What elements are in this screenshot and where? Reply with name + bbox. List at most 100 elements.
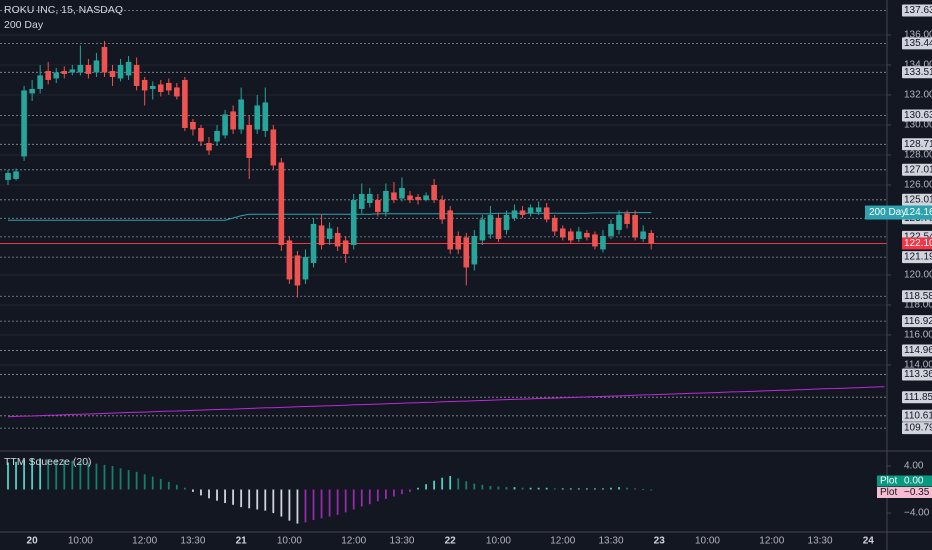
plot-badge-name: Plot — [880, 487, 897, 498]
candle — [117, 58, 124, 82]
candle-body — [559, 228, 566, 238]
histogram-bar — [216, 489, 218, 501]
histogram-bar — [433, 480, 436, 490]
candle — [13, 168, 19, 181]
y-tick-label: 136.00 — [904, 30, 932, 41]
candle — [334, 226, 341, 251]
candle — [326, 222, 333, 245]
candle — [616, 210, 622, 235]
candle-body — [640, 231, 646, 239]
histogram-bar — [610, 487, 612, 490]
y-tick-label: 134.00 — [904, 60, 932, 71]
candle — [85, 58, 92, 79]
y-tick-label: 116.00 — [904, 330, 932, 341]
histogram-bar — [87, 462, 90, 490]
level-label-box — [902, 66, 932, 79]
candle — [608, 219, 614, 239]
histogram-bar — [304, 489, 307, 523]
x-tick-label: 10:00 — [695, 536, 720, 547]
candle — [423, 192, 429, 202]
candle-body — [93, 60, 100, 73]
histogram-bar — [642, 488, 645, 490]
candle-body — [45, 70, 51, 80]
level-label-box — [902, 368, 932, 381]
candle — [471, 229, 478, 271]
candle-body — [149, 85, 156, 89]
candle — [519, 205, 526, 218]
histogram-bar — [55, 459, 58, 490]
level-label: 111.85 — [904, 392, 932, 403]
level-label-box — [902, 391, 932, 404]
line-badge-value: 124.16 — [904, 207, 932, 218]
histogram-bar — [224, 489, 226, 504]
indicator-title: TTM Squeeze (20) — [4, 456, 92, 468]
candle — [535, 201, 542, 215]
candle-body — [367, 193, 373, 203]
candle-body — [133, 64, 140, 86]
candle — [600, 229, 606, 253]
candle — [439, 195, 445, 224]
candle-body — [157, 84, 164, 92]
candle — [559, 225, 566, 241]
candle-body — [230, 111, 236, 130]
level-label: 127.01 — [904, 164, 932, 175]
candle — [214, 124, 220, 146]
candle — [141, 76, 148, 106]
candle — [358, 183, 365, 214]
last-price-label: 122.10 — [904, 238, 932, 249]
candle — [431, 178, 437, 203]
candle — [479, 214, 486, 245]
candle — [648, 229, 654, 250]
histogram-bar — [264, 489, 267, 511]
histogram-bar — [481, 484, 484, 490]
histogram-bar — [344, 489, 347, 513]
histogram-bar — [127, 470, 130, 490]
candle — [399, 177, 405, 202]
histogram-bar — [585, 488, 588, 490]
candle-body — [431, 184, 437, 200]
candle — [294, 250, 301, 298]
level-label: 109.79 — [904, 423, 932, 434]
candle-body — [616, 214, 622, 230]
histogram-bar — [192, 489, 194, 492]
candle — [53, 67, 60, 83]
candle — [133, 57, 140, 91]
candle-body — [5, 172, 11, 180]
candle — [503, 210, 510, 235]
plot-badge-box — [877, 487, 932, 498]
level-label: 122.54 — [904, 231, 932, 242]
histogram-bar — [47, 458, 50, 490]
candle — [447, 205, 453, 254]
histogram-bar — [618, 487, 620, 490]
histogram-bar — [384, 489, 387, 499]
candle-body — [648, 232, 654, 244]
histogram-bar — [577, 488, 580, 490]
candle — [93, 52, 100, 77]
histogram-bar — [561, 488, 564, 490]
candle — [568, 228, 574, 244]
histogram-bar — [513, 487, 516, 490]
level-label-box — [902, 37, 932, 50]
histogram-bar — [465, 481, 468, 490]
histogram-bar — [135, 471, 138, 490]
candle — [77, 45, 84, 76]
candle-body — [85, 64, 92, 74]
histogram-bar — [320, 489, 323, 519]
level-label: 125.01 — [904, 194, 932, 205]
candle-body — [254, 105, 261, 130]
x-tick-label: 13:30 — [389, 536, 414, 547]
histogram-bar — [473, 483, 476, 490]
x-tick-label: 10:00 — [68, 536, 93, 547]
histogram-bar — [183, 487, 186, 490]
study-title: 200 Day — [4, 19, 44, 31]
candle — [342, 235, 349, 263]
x-tick-label: 10:00 — [486, 536, 511, 547]
y-tick-label: −4.00 — [904, 508, 930, 519]
candle — [45, 61, 51, 85]
line-badge-name: 200 Day — [869, 207, 906, 218]
y-tick-label: 114.00 — [904, 360, 932, 371]
histogram-bar — [328, 489, 331, 517]
level-label: 133.51 — [904, 67, 932, 78]
histogram-bar — [602, 488, 604, 490]
